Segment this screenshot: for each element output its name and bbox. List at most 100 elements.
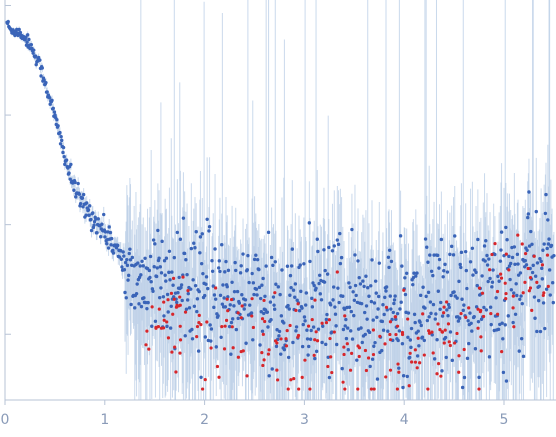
data-point (437, 257, 442, 262)
data-point (371, 352, 376, 357)
data-point (218, 269, 222, 274)
data-point (199, 261, 204, 266)
data-point (261, 332, 265, 336)
data-point (159, 326, 164, 330)
data-point (195, 297, 200, 301)
data-point (294, 325, 299, 329)
data-point (123, 260, 128, 265)
data-point (152, 265, 156, 269)
data-point (170, 270, 174, 274)
data-point (490, 285, 494, 289)
data-point (427, 315, 431, 319)
data-point (499, 248, 503, 252)
data-point (59, 134, 63, 139)
data-point (489, 322, 493, 327)
data-point (282, 321, 286, 325)
data-point (34, 62, 38, 67)
data-point (431, 302, 436, 307)
data-point (437, 266, 441, 270)
data-point (178, 338, 183, 342)
data-point (383, 295, 387, 300)
data-point (321, 324, 325, 328)
data-point (278, 292, 282, 297)
data-point (119, 257, 124, 261)
data-point (208, 323, 212, 327)
data-point (427, 331, 432, 335)
data-point (546, 218, 550, 222)
data-point (316, 249, 320, 254)
data-point (344, 336, 349, 341)
data-point (403, 276, 407, 280)
data-point (330, 330, 334, 334)
data-point (532, 295, 537, 299)
data-point (324, 342, 328, 347)
data-point (489, 311, 493, 316)
data-point (106, 246, 111, 250)
data-point (440, 369, 444, 373)
data-point (169, 304, 173, 308)
data-point (351, 290, 355, 294)
data-point (551, 300, 555, 305)
data-point (197, 321, 201, 325)
data-point (154, 274, 159, 279)
data-point (362, 284, 366, 289)
data-point (317, 281, 321, 286)
data-point (393, 294, 397, 298)
data-point (530, 270, 535, 275)
data-point (340, 366, 344, 371)
data-point (122, 268, 127, 272)
data-point (162, 259, 167, 263)
data-point (543, 326, 547, 331)
data-point (369, 284, 373, 288)
data-point (395, 324, 400, 328)
data-point (272, 303, 276, 307)
data-point (245, 374, 249, 378)
data-point (183, 334, 187, 338)
data-point (457, 316, 462, 320)
data-point (103, 235, 107, 239)
x-tick-label: 1 (100, 412, 109, 428)
data-point (244, 341, 248, 345)
data-point (363, 310, 367, 315)
data-point (384, 285, 389, 289)
data-point (386, 255, 391, 260)
data-point (326, 355, 330, 359)
data-point (416, 336, 420, 340)
data-point (249, 311, 254, 315)
data-point (270, 367, 274, 371)
data-point (185, 272, 189, 277)
data-point (266, 230, 271, 235)
data-point (168, 278, 172, 282)
data-point (442, 269, 446, 273)
data-point (449, 293, 453, 298)
data-point (254, 253, 258, 257)
data-point (525, 248, 529, 252)
data-point (275, 368, 279, 372)
data-point (105, 241, 109, 246)
data-point (409, 345, 413, 350)
data-point (232, 304, 236, 308)
data-point (515, 293, 519, 298)
data-point (483, 259, 487, 263)
data-point (487, 355, 492, 359)
data-point (397, 329, 402, 333)
data-point (517, 349, 521, 353)
data-point (479, 308, 483, 313)
data-point (418, 320, 422, 324)
data-point (162, 300, 166, 304)
data-point (545, 253, 550, 257)
data-point (429, 269, 434, 273)
data-point (159, 286, 163, 290)
data-point (233, 260, 237, 265)
data-point (45, 90, 49, 94)
data-point (328, 303, 333, 307)
data-point (294, 308, 298, 312)
data-point (503, 323, 507, 327)
data-point (440, 330, 445, 334)
data-point (474, 305, 479, 309)
data-point (504, 225, 508, 230)
data-point (252, 257, 257, 262)
data-point (381, 328, 386, 332)
data-point (295, 298, 299, 302)
data-point (217, 375, 221, 379)
